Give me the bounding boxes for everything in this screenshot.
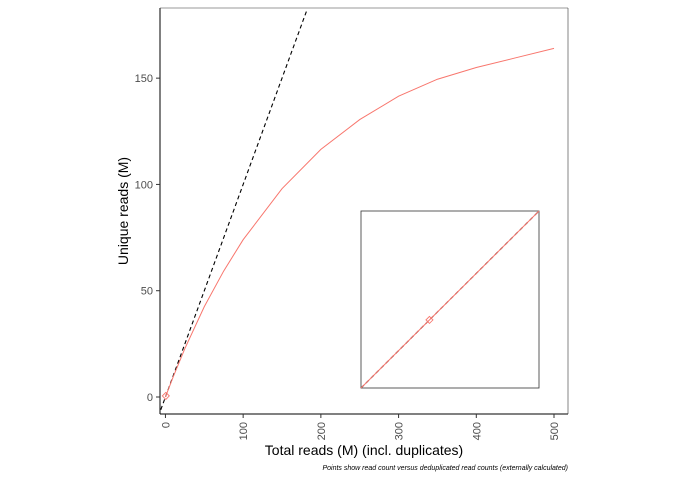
x-axis-title: Total reads (M) (incl. duplicates) <box>265 442 463 458</box>
x-tick-label: 0 <box>160 422 172 428</box>
x-tick-label: 500 <box>549 422 561 440</box>
x-tick-label: 200 <box>316 422 328 440</box>
y-tick-label: 150 <box>135 73 153 85</box>
y-tick-label: 100 <box>135 179 153 191</box>
chart-caption: Points show read count versus deduplicat… <box>322 465 568 472</box>
inset-saturation-curve <box>360 210 540 389</box>
inset-panel <box>360 210 540 389</box>
inset-frame <box>360 210 540 389</box>
y-axis-title: Unique reads (M) <box>115 157 131 265</box>
x-tick-label: 100 <box>238 422 250 440</box>
x-tick-label: 400 <box>471 422 483 440</box>
y-ticks: 0 50 100 150 <box>135 73 160 404</box>
y-tick-label: 50 <box>141 286 153 298</box>
inset-data-point-diamond <box>425 315 434 325</box>
x-tick-label: 300 <box>394 422 406 440</box>
data-point-diamond <box>161 391 170 401</box>
main-panel: 0 100 200 300 400 500 0 50 100 150 <box>135 7 569 440</box>
saturation-curve <box>164 47 555 398</box>
y-tick-label: 0 <box>147 392 153 404</box>
x-ticks: 0 100 200 300 400 500 <box>160 414 561 440</box>
identity-dashed-line <box>160 9 308 410</box>
